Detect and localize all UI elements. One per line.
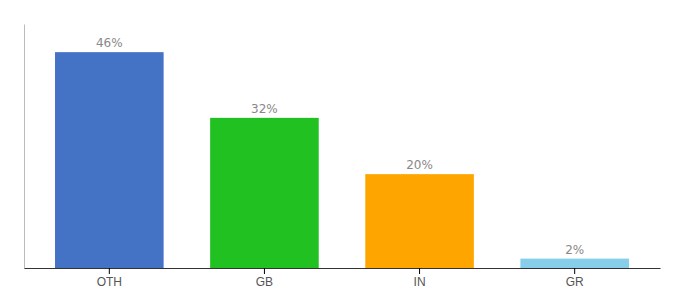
bar xyxy=(210,118,319,268)
x-tick: GB xyxy=(256,268,273,289)
x-axis: OTH GB IN GR xyxy=(25,268,661,289)
x-tick-label: GB xyxy=(256,275,273,289)
data-label: 32% xyxy=(251,102,278,116)
data-label: 20% xyxy=(406,158,433,172)
x-tick-mark xyxy=(574,268,575,274)
x-tick-label: IN xyxy=(414,275,426,289)
x-tick-mark xyxy=(109,268,110,274)
x-tick-label: OTH xyxy=(97,275,122,289)
bars xyxy=(55,52,629,268)
x-tick: IN xyxy=(414,268,426,289)
y-axis xyxy=(24,25,25,269)
data-labels: 46% 32% 20% 2% xyxy=(96,36,584,256)
x-tick-label: GR xyxy=(566,275,584,289)
chart: OTH GB IN GR 46% 32% 20% 2% xyxy=(0,0,680,300)
x-tick-mark xyxy=(419,268,420,274)
data-label: 46% xyxy=(96,36,123,50)
plot: OTH GB IN GR 46% 32% 20% 2% xyxy=(25,25,661,289)
bar xyxy=(520,259,629,268)
x-axis-line xyxy=(25,268,661,269)
bar xyxy=(55,52,164,268)
bar xyxy=(365,174,474,268)
x-tick-mark xyxy=(264,268,265,274)
x-tick: OTH xyxy=(97,268,122,289)
x-tick: GR xyxy=(566,268,584,289)
data-label: 2% xyxy=(565,243,584,257)
y-axis-line xyxy=(24,25,25,269)
